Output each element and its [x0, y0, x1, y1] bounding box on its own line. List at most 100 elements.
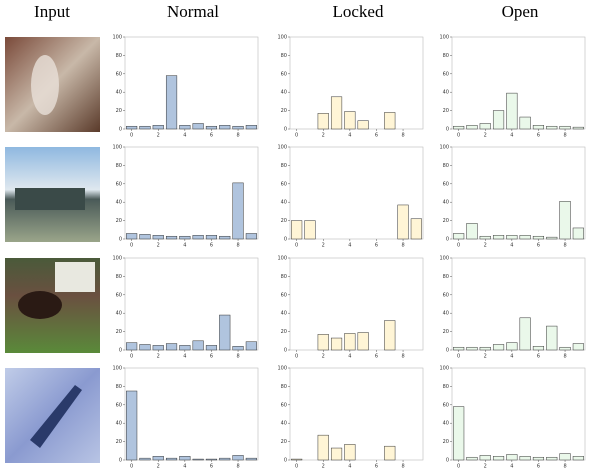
- x-tick-label: 8: [401, 133, 404, 139]
- x-tick-label: 2: [157, 243, 160, 249]
- bar: [219, 314, 231, 351]
- x-tick-label: 8: [563, 464, 566, 470]
- y-tick-label: 80: [443, 163, 449, 169]
- bar: [139, 125, 151, 130]
- x-tick-label: 8: [563, 133, 566, 139]
- y-tick-label: 60: [116, 292, 122, 298]
- bar: [165, 457, 178, 461]
- bar: [453, 346, 465, 351]
- y-tick-label: 100: [112, 256, 122, 262]
- bar: [384, 320, 396, 351]
- x-tick-label: 0: [295, 133, 298, 139]
- bar: [192, 340, 204, 351]
- y-tick-label: 40: [443, 90, 449, 96]
- y-tick-label: 40: [116, 311, 122, 317]
- bar: [479, 235, 491, 240]
- x-tick-label: 0: [130, 464, 133, 470]
- bar: [205, 125, 218, 130]
- y-tick-label: 20: [116, 439, 122, 445]
- y-tick-label: 0: [284, 458, 287, 464]
- y-tick-label: 80: [116, 163, 122, 169]
- plot-frame: [124, 146, 259, 240]
- bar: [453, 233, 465, 240]
- x-tick-label: 4: [183, 354, 186, 360]
- bar: [219, 235, 231, 240]
- x-tick-label: 6: [537, 354, 540, 360]
- bar: [532, 125, 545, 130]
- y-tick-label: 0: [446, 237, 449, 243]
- x-tick-label: 4: [348, 354, 351, 360]
- plot-frame: [451, 146, 586, 240]
- bar: [532, 456, 545, 461]
- y-tick-label: 100: [439, 145, 449, 151]
- y-tick-label: 60: [281, 181, 287, 187]
- bar: [397, 204, 409, 240]
- bar: [165, 235, 178, 240]
- bar: [126, 342, 138, 351]
- column-header: Input: [34, 2, 70, 21]
- y-tick-label: 40: [281, 311, 287, 317]
- bar: [453, 125, 465, 130]
- y-tick-label: 60: [443, 402, 449, 408]
- bar: [152, 345, 164, 351]
- bar: [572, 227, 584, 240]
- bar: [165, 343, 178, 351]
- y-tick-label: 0: [119, 348, 122, 354]
- y-tick-label: 0: [284, 127, 287, 133]
- bar: [317, 334, 329, 351]
- bar: [192, 458, 204, 461]
- x-tick-label: 8: [401, 243, 404, 249]
- bar: [219, 125, 231, 130]
- x-tick-label: 6: [375, 243, 378, 249]
- plot-frame: [289, 257, 424, 351]
- y-tick-label: 100: [277, 35, 287, 41]
- bar: [519, 317, 531, 351]
- input-image: [5, 147, 100, 242]
- bar: [126, 233, 138, 240]
- x-tick-label: 8: [236, 133, 239, 139]
- bar: [179, 456, 191, 461]
- bar: [152, 235, 164, 240]
- y-tick-label: 0: [446, 348, 449, 354]
- y-tick-label: 100: [112, 366, 122, 372]
- bar: [492, 235, 505, 240]
- y-tick-label: 40: [443, 311, 449, 317]
- y-tick-label: 20: [443, 108, 449, 114]
- bar: [479, 123, 491, 130]
- y-tick-label: 40: [281, 90, 287, 96]
- x-tick-label: 2: [484, 464, 487, 470]
- x-tick-label: 0: [130, 133, 133, 139]
- bar: [506, 342, 518, 351]
- bar: [192, 235, 204, 240]
- x-tick-label: 0: [295, 243, 298, 249]
- input-image: [5, 258, 100, 353]
- bar: [410, 218, 422, 240]
- y-tick-label: 100: [277, 256, 287, 262]
- y-tick-label: 80: [116, 274, 122, 280]
- input-image: [5, 37, 100, 132]
- bar: [466, 346, 478, 351]
- x-tick-label: 4: [183, 464, 186, 470]
- y-tick-label: 20: [116, 329, 122, 335]
- bar: [139, 457, 151, 461]
- bar: [179, 125, 191, 130]
- y-tick-label: 80: [281, 53, 287, 59]
- x-tick-label: 4: [348, 133, 351, 139]
- y-tick-label: 100: [112, 35, 122, 41]
- bar: [466, 223, 478, 240]
- bar: [245, 341, 257, 351]
- y-tick-label: 40: [443, 421, 449, 427]
- bar: [479, 455, 491, 461]
- y-tick-label: 80: [281, 384, 287, 390]
- bar: [492, 344, 505, 351]
- y-tick-label: 40: [116, 421, 122, 427]
- y-tick-label: 100: [439, 35, 449, 41]
- x-tick-label: 4: [348, 243, 351, 249]
- y-tick-label: 20: [443, 439, 449, 445]
- bar: [291, 458, 303, 461]
- bar: [357, 332, 369, 351]
- bar: [179, 345, 191, 351]
- bar: [126, 125, 138, 130]
- bar: [492, 456, 505, 461]
- y-tick-label: 20: [443, 218, 449, 224]
